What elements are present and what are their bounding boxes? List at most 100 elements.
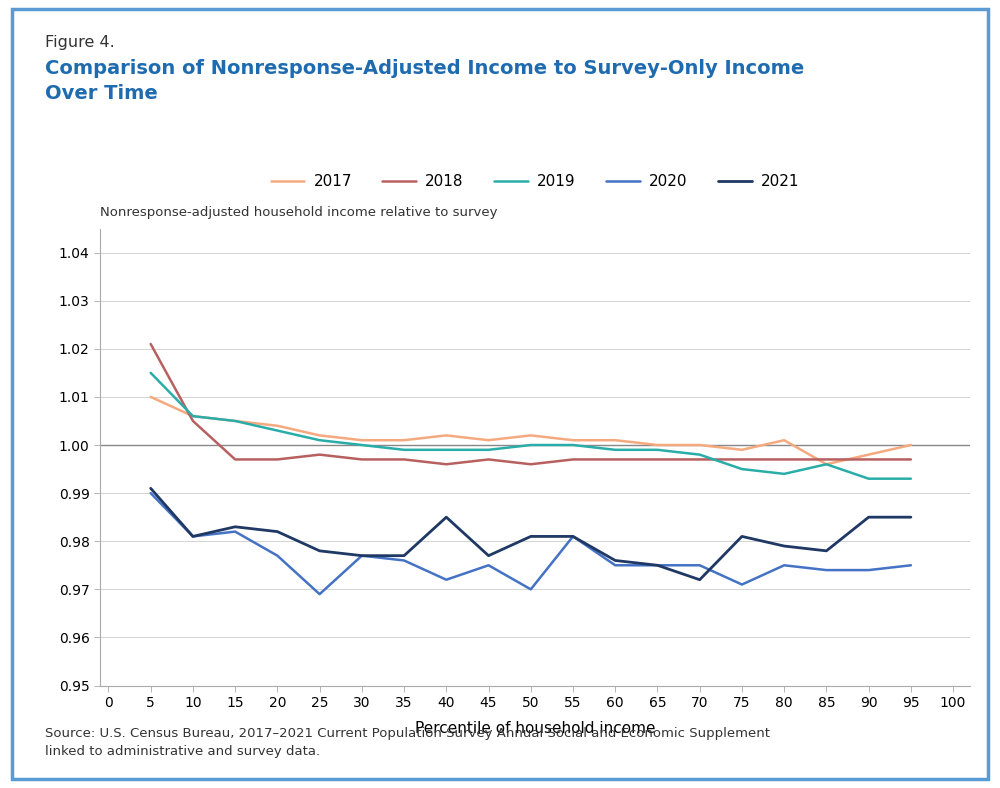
- 2019: [905, 474, 917, 483]
- 2019: [187, 411, 199, 421]
- 2018: [229, 455, 241, 464]
- 2021: [694, 575, 706, 585]
- 2020: [440, 575, 452, 585]
- 2021: [525, 532, 537, 541]
- 2017: [314, 431, 326, 440]
- 2021: [145, 484, 157, 493]
- Legend: 2017, 2018, 2019, 2020, 2021: 2017, 2018, 2019, 2020, 2021: [271, 174, 799, 189]
- 2019: [440, 445, 452, 455]
- 2020: [187, 532, 199, 541]
- 2018: [905, 455, 917, 464]
- Line: 2017: 2017: [151, 397, 911, 464]
- 2020: [314, 589, 326, 599]
- 2021: [483, 551, 495, 560]
- 2017: [271, 421, 283, 430]
- 2017: [567, 436, 579, 445]
- 2020: [820, 565, 832, 574]
- 2020: [609, 560, 621, 570]
- 2021: [187, 532, 199, 541]
- 2019: [398, 445, 410, 455]
- 2020: [271, 551, 283, 560]
- 2019: [863, 474, 875, 483]
- Line: 2021: 2021: [151, 489, 911, 580]
- 2019: [567, 440, 579, 450]
- 2021: [905, 512, 917, 522]
- 2018: [651, 455, 663, 464]
- 2017: [778, 436, 790, 445]
- 2021: [229, 522, 241, 532]
- 2021: [271, 527, 283, 537]
- 2019: [694, 450, 706, 459]
- 2018: [187, 416, 199, 426]
- 2020: [398, 556, 410, 565]
- 2019: [483, 445, 495, 455]
- 2017: [651, 440, 663, 450]
- 2018: [314, 450, 326, 459]
- Text: Nonresponse-adjusted household income relative to survey: Nonresponse-adjusted household income re…: [100, 206, 498, 219]
- 2017: [356, 436, 368, 445]
- X-axis label: Percentile of household income: Percentile of household income: [415, 721, 655, 736]
- 2018: [440, 459, 452, 469]
- Text: Source: U.S. Census Bureau, 2017–2021 Current Population Survey Annual Social an: Source: U.S. Census Bureau, 2017–2021 Cu…: [45, 727, 770, 758]
- 2021: [440, 512, 452, 522]
- Line: 2020: 2020: [151, 493, 911, 594]
- 2018: [356, 455, 368, 464]
- 2020: [778, 560, 790, 570]
- 2017: [525, 431, 537, 440]
- 2019: [525, 440, 537, 450]
- 2020: [483, 560, 495, 570]
- 2017: [694, 440, 706, 450]
- 2019: [609, 445, 621, 455]
- 2019: [314, 436, 326, 445]
- 2019: [778, 469, 790, 478]
- 2019: [651, 445, 663, 455]
- 2017: [863, 450, 875, 459]
- 2019: [820, 459, 832, 469]
- 2018: [694, 455, 706, 464]
- Text: Over Time: Over Time: [45, 84, 158, 103]
- 2020: [863, 565, 875, 574]
- 2020: [567, 532, 579, 541]
- 2018: [145, 340, 157, 349]
- 2017: [483, 436, 495, 445]
- 2021: [736, 532, 748, 541]
- 2018: [567, 455, 579, 464]
- Text: Comparison of Nonresponse-Adjusted Income to Survey-Only Income: Comparison of Nonresponse-Adjusted Incom…: [45, 59, 804, 78]
- 2017: [398, 436, 410, 445]
- 2020: [525, 585, 537, 594]
- 2017: [145, 392, 157, 402]
- 2017: [187, 411, 199, 421]
- 2018: [778, 455, 790, 464]
- 2019: [736, 464, 748, 474]
- 2018: [525, 459, 537, 469]
- 2018: [736, 455, 748, 464]
- 2019: [356, 440, 368, 450]
- 2017: [905, 440, 917, 450]
- 2020: [694, 560, 706, 570]
- 2020: [145, 489, 157, 498]
- 2021: [314, 546, 326, 556]
- 2018: [398, 455, 410, 464]
- 2019: [229, 416, 241, 426]
- 2017: [229, 416, 241, 426]
- Line: 2018: 2018: [151, 344, 911, 464]
- 2021: [398, 551, 410, 560]
- 2018: [609, 455, 621, 464]
- 2017: [440, 431, 452, 440]
- 2018: [483, 455, 495, 464]
- 2021: [863, 512, 875, 522]
- 2018: [863, 455, 875, 464]
- 2021: [609, 556, 621, 565]
- 2018: [820, 455, 832, 464]
- 2017: [609, 436, 621, 445]
- 2021: [651, 560, 663, 570]
- 2017: [820, 459, 832, 469]
- 2020: [356, 551, 368, 560]
- 2020: [651, 560, 663, 570]
- 2020: [229, 527, 241, 537]
- 2021: [820, 546, 832, 556]
- 2019: [271, 426, 283, 435]
- Line: 2019: 2019: [151, 373, 911, 478]
- 2021: [567, 532, 579, 541]
- 2020: [905, 560, 917, 570]
